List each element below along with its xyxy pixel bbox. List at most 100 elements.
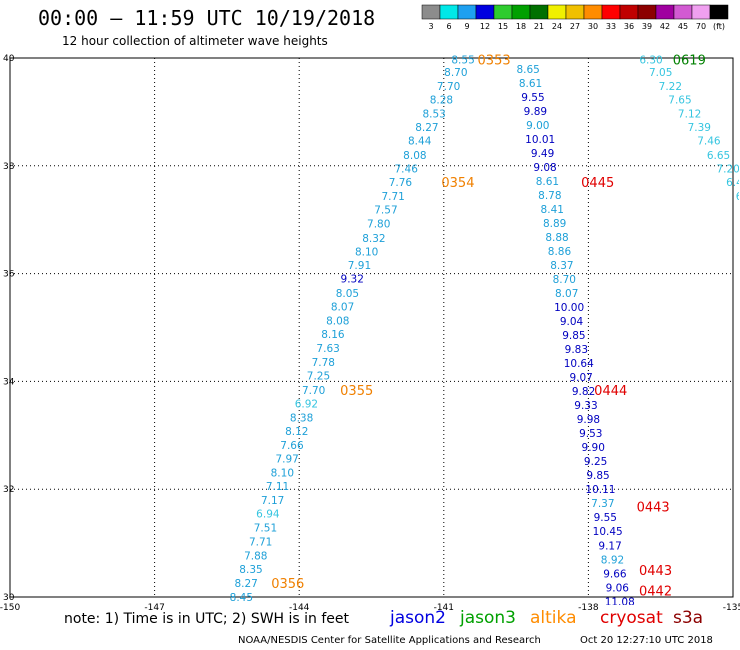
legend-swatch	[619, 4, 639, 20]
legend-swatch	[601, 4, 621, 20]
pass-time-label: 0356	[271, 577, 304, 592]
wave-height-value: 7.12	[678, 109, 701, 121]
wave-height-value: 11.08	[605, 596, 635, 608]
legend-swatch	[655, 4, 675, 20]
lat-tick-label: 30	[3, 593, 15, 603]
legend-swatch	[457, 4, 477, 20]
wave-height-value: 8.35	[239, 564, 262, 576]
wave-height-value: 8.27	[234, 578, 257, 590]
wave-height-value: 9.85	[562, 330, 585, 342]
wave-height-value: 8.65	[516, 64, 539, 76]
legend-swatch	[565, 4, 585, 20]
wave-height-value: 7.39	[688, 122, 711, 134]
wave-height-value: 9.33	[574, 400, 597, 412]
wave-height-value: 8.38	[290, 413, 313, 425]
generated-timestamp: Oct 20 12:27:10 UTC 2018	[580, 635, 713, 646]
wave-height-value: 7.71	[249, 536, 272, 548]
wave-height-value: 9.55	[594, 512, 617, 524]
legend-bin-label: 18	[516, 22, 526, 31]
lon-tick-label: -141	[434, 603, 454, 613]
map-title: 00:00 – 11:59 UTC 10/19/2018	[38, 6, 376, 30]
map-frame	[9, 57, 734, 598]
pass-time-label: 0445	[581, 176, 614, 191]
wave-height-value: 8.07	[555, 288, 578, 300]
pass-time-label: 0354	[441, 176, 474, 191]
wave-height-value: 9.04	[560, 316, 584, 328]
wave-height-value: 7.57	[374, 204, 397, 216]
wave-height-value: 8.89	[543, 218, 566, 230]
wave-height-value: 8.32	[362, 233, 385, 245]
wave-height-value: 8.70	[444, 67, 467, 79]
wave-height-value: 9.66	[603, 568, 627, 580]
wave-height-value: 8.86	[548, 246, 572, 258]
wave-height-value: 9.98	[577, 414, 600, 426]
wave-height-value: 8.45	[230, 592, 253, 604]
wave-height-value: 6.47	[736, 191, 740, 203]
wave-height-value: 10.64	[564, 358, 594, 370]
wave-height-value: 8.10	[355, 247, 378, 259]
wave-height-value: 7.20	[716, 163, 739, 175]
wave-height-value: 9.32	[341, 273, 364, 285]
wave-height-value: 9.17	[598, 540, 621, 552]
track-labels: 8.558.707.708.288.538.278.448.087.467.76…	[230, 54, 740, 608]
pass-time-label: 0353	[478, 54, 511, 69]
legend-swatch	[691, 4, 711, 20]
wave-height-value: 6.94	[256, 508, 280, 520]
pass-time-label: 0443	[639, 564, 672, 579]
wave-height-value: 6.30	[639, 55, 662, 67]
wave-height-value: 7.71	[381, 191, 404, 203]
wave-height-value: 7.63	[316, 343, 339, 355]
wave-height-value: 8.78	[538, 190, 561, 202]
legend-jason3: jason3	[460, 608, 516, 628]
wave-height-value: 8.61	[519, 78, 542, 90]
wave-height-value: 8.27	[415, 122, 438, 134]
wave-height-value: 10.11	[585, 484, 615, 496]
legend-bin-label: 6	[446, 22, 451, 31]
legend-bin-label: 39	[642, 22, 652, 31]
legend-bin-label: 45	[678, 22, 688, 31]
pass-time-label: 0444	[594, 384, 627, 399]
wave-height-value: 7.78	[312, 357, 335, 369]
wave-height-value: 7.91	[348, 260, 371, 272]
wave-height-value: 7.17	[261, 495, 284, 507]
pass-time-label: 0442	[639, 585, 672, 600]
wave-height-value: 7.37	[591, 498, 614, 510]
legend-bin-label: (ft)	[713, 22, 725, 31]
wave-height-value: 8.07	[331, 301, 354, 313]
wave-height-value: 7.80	[367, 218, 390, 230]
legend-swatch	[475, 4, 495, 20]
wave-height-value: 7.66	[280, 440, 304, 452]
legend-bin-label: 36	[624, 22, 634, 31]
wave-height-value: 7.22	[659, 81, 682, 93]
wave-height-value: 9.06	[606, 582, 630, 594]
legend-bin-label: 21	[534, 22, 544, 31]
wave-height-value: 9.85	[586, 470, 609, 482]
lon-tick-label: -135	[723, 603, 740, 613]
wave-height-value: 8.61	[536, 176, 559, 188]
wave-height-value: 9.25	[584, 456, 607, 468]
lon-tick-label: -138	[578, 603, 599, 613]
wave-height-value: 7.70	[302, 385, 325, 397]
wave-height-value: 7.97	[275, 453, 298, 465]
wave-height-value: 8.08	[403, 150, 426, 162]
legend-swatch	[547, 4, 567, 20]
wave-height-value: 9.00	[526, 120, 549, 132]
legend-swatch	[583, 4, 603, 20]
lon-tick-label: -147	[144, 603, 164, 613]
wave-height-value: 8.70	[553, 274, 576, 286]
wave-height-value: 7.46	[697, 135, 721, 147]
credit-line: NOAA/NESDIS Center for Satellite Applica…	[238, 635, 541, 646]
wave-height-value: 8.55	[451, 55, 474, 67]
wave-height-value: 8.10	[271, 467, 294, 479]
legend-s3a: s3a	[673, 608, 704, 628]
wave-height-value: 7.70	[437, 81, 460, 93]
pass-time-label: 0355	[340, 384, 373, 399]
legend-bin-label: 12	[480, 22, 490, 31]
lon-tick-label: -144	[289, 603, 310, 613]
wave-height-value: 8.28	[430, 95, 453, 107]
wave-height-value: 8.88	[545, 232, 568, 244]
legend-swatch	[511, 4, 531, 20]
wave-height-value: 9.83	[565, 344, 588, 356]
